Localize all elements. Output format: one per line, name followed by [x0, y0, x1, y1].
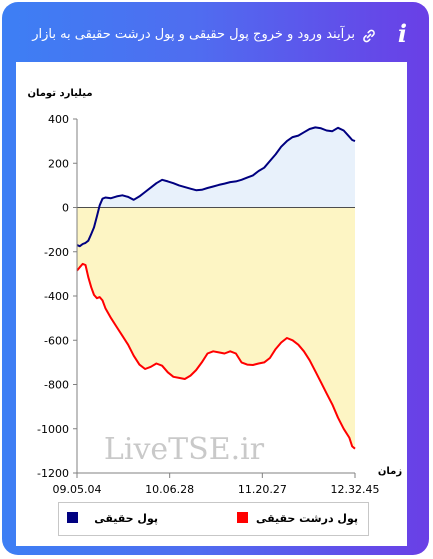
- chart-svg: 400 200 0 -200 -400 -600 -800 -1000 -1200 09.05.0…: [27, 88, 402, 496]
- watermark: LiveTSE.ir: [104, 432, 265, 467]
- legend-label-real-money: پول حقیقی: [94, 512, 158, 525]
- x-tick-label: 11.20.27: [238, 483, 287, 496]
- y-tick-label: -600: [44, 334, 69, 347]
- series-line-0: [76, 126, 356, 248]
- page-title: برآیند ورود و خروج پول حقیقی و پول درشت …: [32, 27, 355, 42]
- x-tick-label: 10.06.28: [145, 483, 194, 496]
- series-area-1: [77, 207, 355, 449]
- y-tick-label: -800: [44, 379, 69, 392]
- legend-swatch-real-money: [67, 512, 78, 523]
- chart-legend: پول حقیقی پول درشت حقیقی: [58, 502, 369, 536]
- series-area-0: [77, 127, 355, 247]
- legend-swatch-big-money: [237, 512, 248, 523]
- y-tick-label: -1200: [37, 467, 69, 480]
- y-tick-label: -400: [44, 290, 69, 303]
- legend-label-big-money: پول درشت حقیقی: [255, 512, 358, 525]
- chart-panel: 400 200 0 -200 -400 -600 -800 -1000 -1200 09.05.0…: [16, 62, 407, 546]
- y-tick-label: -1000: [37, 423, 69, 436]
- x-axis-label: زمان: [378, 466, 402, 477]
- link-icon[interactable]: [361, 28, 377, 44]
- y-tick-label: 400: [48, 113, 69, 126]
- y-tick-label: 0: [62, 202, 69, 215]
- y-axis-label: میلیارد تومان: [27, 88, 92, 99]
- x-tick-label: 12.32.45: [331, 483, 380, 496]
- y-tick-label: -200: [44, 246, 69, 259]
- card-header: i برآیند ورود و خروج پول حقیقی و پول درش…: [16, 14, 411, 58]
- y-tick-label: 200: [48, 157, 69, 170]
- info-icon[interactable]: i: [397, 19, 407, 48]
- series-line-1: [76, 262, 356, 450]
- x-tick-label: 09.05.04: [53, 483, 102, 496]
